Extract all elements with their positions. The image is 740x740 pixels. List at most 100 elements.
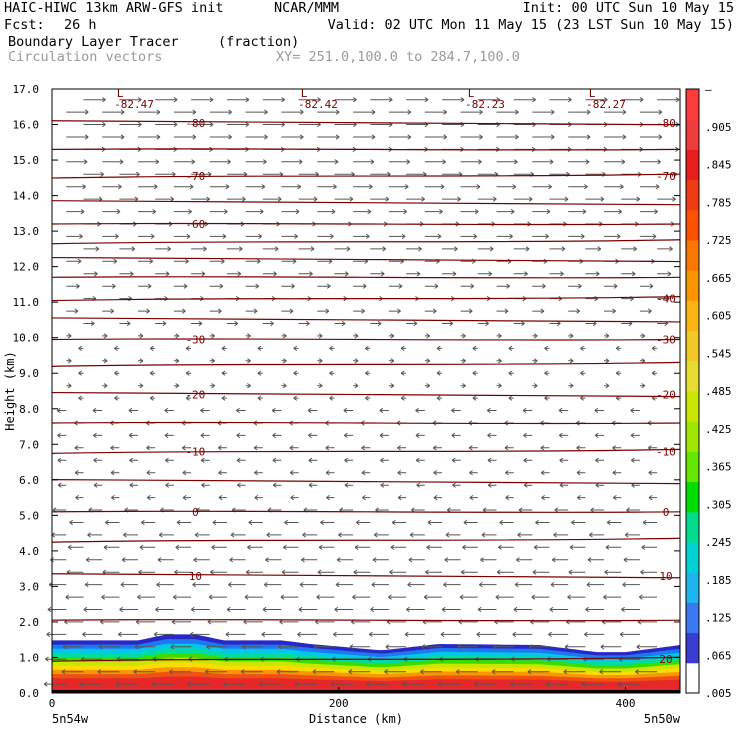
circulation-vector [604,184,624,190]
circulation-vector [416,482,425,488]
circulation-vector [477,606,497,613]
circulation-vector [388,233,406,240]
circulation-vector [379,432,389,439]
circulation-vector [604,283,618,289]
contour-label: -30 [185,333,205,346]
y-tick-label: 10.0 [13,332,40,345]
circulation-vector [415,457,425,463]
circulation-vector [317,184,337,190]
colorbar-swatch [686,89,699,120]
circulation-vector [293,345,299,352]
circulation-vector [580,345,586,352]
circulation-vector [496,258,512,264]
x-tick-label: 400 [616,697,636,710]
circulation-vector [66,134,89,140]
temperature-contour [51,239,681,245]
circulation-vector [146,494,156,501]
circulation-vector [541,494,550,501]
circulation-vector [640,569,658,575]
circulation-vector [427,519,442,526]
circulation-vector [217,445,227,451]
circulation-vector [221,370,227,376]
circulation-vector [317,233,334,240]
colorbar-label: .905 [705,121,732,134]
circulation-vector [603,594,622,600]
circulation-vector [532,184,552,190]
circulation-vector [563,669,586,675]
circulation-vector [65,594,84,600]
circulation-vector [294,681,318,687]
circulation-vector [353,159,375,165]
circulation-vector [496,233,513,240]
circulation-vector [57,482,67,488]
circulation-vector [121,557,138,563]
circulation-vector [605,544,622,550]
circulation-vector [182,445,192,451]
circulation-vector [409,532,425,538]
circulation-vector [441,606,461,613]
circulation-vector [508,345,514,352]
circulation-vector [172,594,192,600]
circulation-vector [604,109,627,115]
circulation-vector [594,407,604,414]
colorbar-label: .245 [705,536,732,549]
circulation-vector [110,445,120,451]
circulation-vector [313,644,335,650]
circulation-vector [173,184,194,190]
circulation-vector [493,644,514,650]
circulation-vector [281,358,287,364]
circulation-vector [451,457,461,463]
circulation-vector [87,532,103,538]
circulation-vector [388,383,395,389]
circulation-vector [460,184,481,190]
circulation-vector [532,308,545,314]
circulation-vector [209,283,224,289]
circulation-vector [308,432,318,439]
circulation-vector [293,370,299,376]
circulation-vector [212,519,227,526]
circulation-vector [657,246,673,252]
contour-label: -40 [656,293,676,306]
circulation-vector [333,631,354,638]
circulation-vector [421,644,442,650]
circulation-vector [83,606,103,613]
circulation-vector [621,196,641,202]
colorbar-swatch [686,662,699,694]
circulation-vector [344,482,354,488]
circulation-vector [138,258,154,264]
circulation-vector [105,519,120,526]
circulation-vector [589,532,604,538]
circulation-vector [595,457,604,463]
low-marker: L [117,87,124,100]
circulation-vector [336,557,354,563]
circulation-vector [281,569,299,575]
colorbar-label: .185 [705,574,732,587]
circulation-vector [468,445,478,451]
y-tick-label: 3.0 [19,580,39,593]
circulation-vector [397,445,407,451]
circulation-vector [128,432,138,439]
circulation-vector [226,606,246,613]
circulation-vector [639,383,646,389]
colorbar-swatch [686,632,699,664]
circulation-vector [171,619,192,625]
circulation-vector [371,581,389,588]
circulation-vector [85,557,103,563]
circulation-vector [544,345,550,352]
circulation-vector [477,320,489,327]
circulation-vector [118,631,138,638]
circulation-vector [587,557,604,563]
circulation-vector [262,271,277,277]
circulation-vector [134,644,156,650]
circulation-vector [258,681,282,687]
circulation-vector [226,121,250,128]
circulation-vector [544,395,550,401]
temperature-contour [51,338,681,341]
circulation-vector [567,594,586,600]
circulation-vector [245,134,268,140]
forecast-label: Fcst: [4,17,45,33]
circulation-vector [388,159,411,165]
circulation-vector [451,407,461,414]
circulation-vector [272,432,282,439]
